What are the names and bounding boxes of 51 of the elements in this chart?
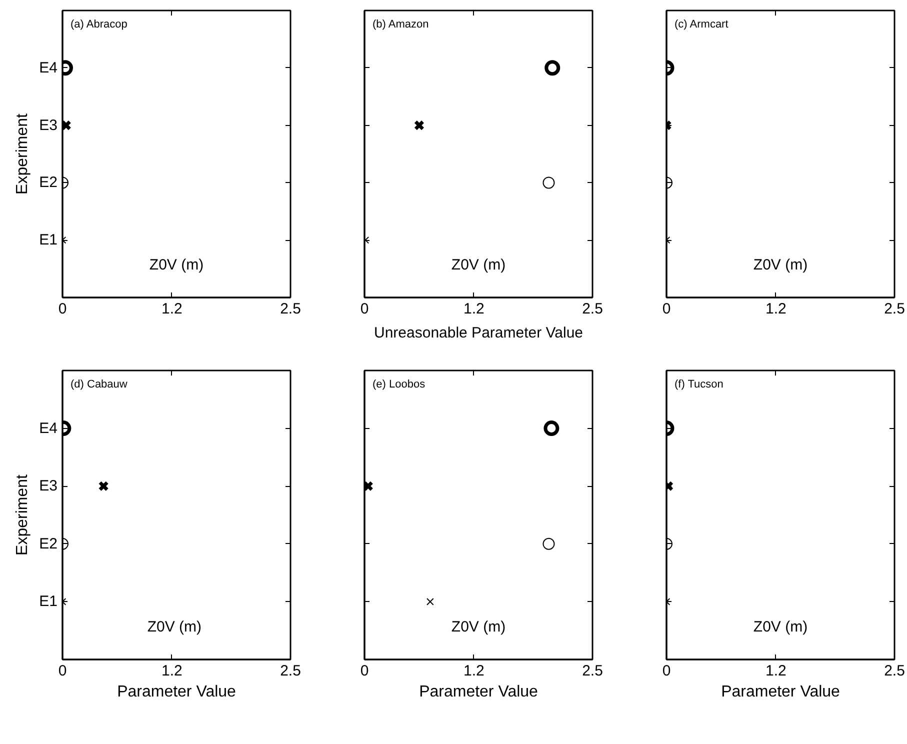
point bbox=[364, 480, 374, 492]
y-tick-label: E4 bbox=[39, 59, 58, 76]
point bbox=[426, 598, 434, 606]
y-tick-label: E3 bbox=[39, 116, 58, 134]
x-tick-label: 0 bbox=[360, 662, 369, 680]
x-tick-label: 0 bbox=[360, 300, 369, 318]
x-tick-label: 0 bbox=[662, 662, 671, 680]
x-axis-title: Parameter Value bbox=[721, 684, 840, 700]
annotation: Z0V (m) bbox=[147, 618, 202, 636]
x-tick-label: 1.2 bbox=[162, 300, 182, 318]
y-tick-label: E1 bbox=[39, 232, 58, 249]
x-tick-label: 2.5 bbox=[884, 300, 905, 318]
x-tick-label: 0 bbox=[662, 300, 671, 318]
x-tick-label: 1.2 bbox=[766, 300, 786, 318]
x-tick-label: 1.2 bbox=[162, 662, 182, 680]
x-tick-label: 2.5 bbox=[280, 300, 301, 318]
text: Unreasonable Parameter Value bbox=[374, 324, 584, 342]
y-tick-label: E2 bbox=[39, 535, 58, 552]
x-tick-label: 2.5 bbox=[582, 662, 603, 680]
y-tick-label: E1 bbox=[39, 593, 58, 610]
y-axis-title: Experiment bbox=[14, 112, 32, 194]
y-tick-label: E4 bbox=[39, 420, 58, 437]
x-axis-title: Parameter Value bbox=[419, 684, 538, 700]
text: (d) Cabauw bbox=[70, 378, 128, 390]
x-tick-label: 2.5 bbox=[582, 300, 603, 318]
annotation: Z0V (m) bbox=[753, 256, 808, 274]
point bbox=[542, 176, 555, 189]
y-tick-label: E2 bbox=[39, 174, 58, 192]
text: (a) Abracop bbox=[70, 18, 128, 30]
annotation: Z0V (m) bbox=[753, 618, 808, 636]
annotation: Z0V (m) bbox=[149, 256, 204, 274]
text: (e) Loobos bbox=[372, 378, 426, 390]
text: (b) Amazon bbox=[372, 18, 429, 30]
point bbox=[544, 420, 560, 436]
y-tick-label: E3 bbox=[39, 478, 58, 495]
point bbox=[414, 120, 425, 131]
text: (f) Tucson bbox=[674, 378, 724, 390]
x-tick-label: 2.5 bbox=[884, 662, 905, 680]
annotation: Z0V (m) bbox=[451, 618, 506, 636]
y-axis-title: Experiment bbox=[14, 474, 32, 556]
point bbox=[542, 538, 555, 550]
text: (c) Armcart bbox=[674, 18, 728, 30]
x-tick-label: 1.2 bbox=[766, 662, 786, 680]
x-tick-label: 0 bbox=[58, 300, 67, 318]
x-tick-label: 2.5 bbox=[280, 662, 301, 680]
x-tick-label: 0 bbox=[58, 662, 67, 680]
x-tick-label: 1.2 bbox=[464, 300, 484, 318]
annotation: Z0V (m) bbox=[451, 256, 506, 274]
point bbox=[544, 60, 560, 76]
x-axis-title: Parameter Value bbox=[117, 684, 236, 700]
x-tick-label: 1.2 bbox=[464, 662, 484, 680]
